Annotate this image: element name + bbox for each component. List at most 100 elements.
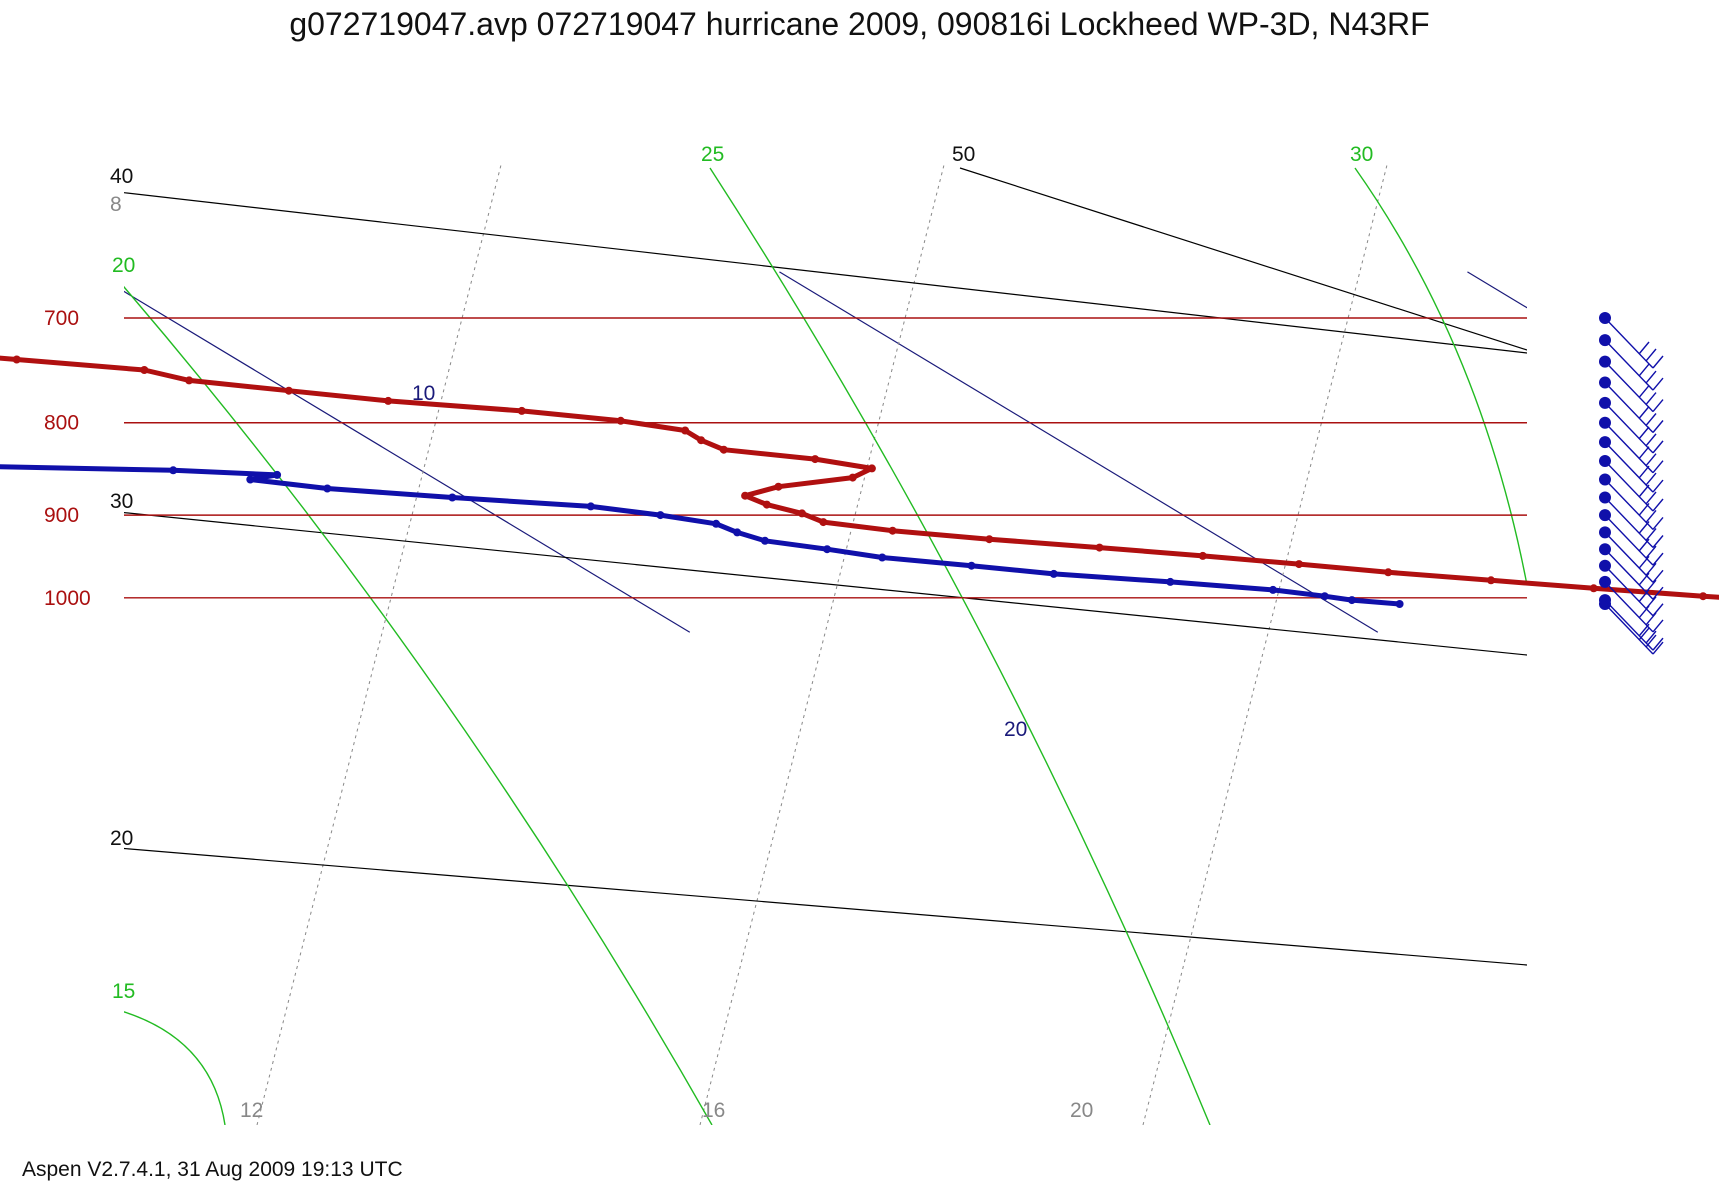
temperature-point: [848, 473, 857, 482]
wind-barb-flag: [1652, 479, 1664, 493]
grid-label: 20: [1070, 1099, 1093, 1122]
mixing-ratio-line: [256, 164, 502, 1125]
wind-barb-flag: [1652, 535, 1664, 548]
wind-barb-flag: [1638, 426, 1650, 440]
dry-adiabat-line: [959, 167, 1527, 351]
dry-adiabat-line: [124, 192, 1527, 354]
grid-label: 20: [110, 827, 133, 850]
wind-barb-staff: [1604, 514, 1654, 566]
dewpoint-point: [1269, 585, 1277, 594]
wind-barb-flag: [1652, 420, 1664, 433]
temperature-point: [819, 518, 828, 527]
wind-barb-flag: [1652, 552, 1664, 566]
wind-barb-staff: [1604, 603, 1654, 655]
grid-label: 20: [112, 254, 135, 277]
wind-barb-flag: [1652, 569, 1664, 583]
wind-barb-flag: [1652, 399, 1664, 413]
wind-barb-staff: [1604, 339, 1654, 391]
wind-barb-staff: [1604, 422, 1654, 474]
dewpoint-point: [1320, 592, 1329, 601]
chart-footer: Aspen V2.7.4.1, 31 Aug 2009 19:13 UTC: [22, 1158, 403, 1181]
mixing-ratio-line: [1586, 165, 1719, 1125]
isotherm-line: [779, 271, 1379, 633]
isotherm-line: [1467, 271, 1527, 309]
wind-barb-flag: [1638, 572, 1650, 586]
grid-lines: [0, 164, 1719, 1125]
mixing-ratio-line: [1142, 164, 1388, 1125]
temperature-point: [12, 355, 21, 364]
temperature-point: [681, 426, 690, 435]
temperature-point: [1095, 543, 1104, 552]
wind-barb-flag: [1645, 453, 1657, 467]
wind-barb-flag: [1645, 562, 1657, 576]
wind-barb-flag: [1638, 589, 1650, 603]
chart-title: g072719047.avp 072719047 hurricane 2009,…: [289, 6, 1430, 42]
temperature-point: [697, 436, 706, 445]
wind-barb-flag: [1638, 406, 1650, 419]
dewpoint-point: [273, 470, 282, 479]
wind-barb-flag: [1645, 491, 1657, 505]
wind-barb-flag: [1645, 630, 1657, 644]
mixing-ratio-line: [699, 164, 945, 1125]
wind-barb-flag: [1645, 579, 1657, 593]
wind-barb-flag: [1652, 498, 1664, 512]
pressure-label: 1000: [44, 587, 91, 610]
grid-label: 10: [412, 382, 435, 405]
moist-adiabat-line: [124, 1011, 226, 1125]
temperature-point: [1295, 560, 1303, 569]
temperature-point: [517, 406, 526, 415]
wind-barb-staff: [1604, 581, 1654, 633]
wind-barb-flag: [1652, 637, 1664, 651]
wind-barb-flag: [1652, 440, 1664, 454]
wind-barb-staff: [1604, 565, 1654, 617]
wind-barb-flag: [1638, 446, 1650, 460]
wind-barb-flag: [1652, 603, 1664, 617]
dewpoint-point: [246, 475, 255, 484]
dewpoint-point: [967, 561, 976, 570]
temperature-point: [1699, 592, 1708, 601]
temperature-point: [1589, 584, 1598, 593]
wind-barb-flag: [1638, 341, 1650, 355]
wind-barb-staff: [1604, 317, 1654, 369]
wind-barbs: [1599, 312, 1664, 655]
wind-barb-flag: [1645, 596, 1657, 610]
wind-barb-flag: [1652, 586, 1664, 600]
wind-barb-staff: [1604, 599, 1654, 651]
wind-barb-staff: [1604, 441, 1654, 493]
isotherm-line: [0, 272, 2, 632]
dewpoint-point: [448, 493, 457, 502]
wind-barb-flag: [1645, 370, 1657, 384]
wind-barb-flag: [1652, 619, 1664, 633]
temperature-point: [867, 464, 876, 473]
temperature-point: [888, 526, 897, 535]
dry-adiabat-line: [124, 512, 1527, 656]
wind-barb-flag: [1638, 385, 1650, 399]
wind-barb-flag: [1638, 555, 1650, 569]
dewpoint-point: [323, 484, 332, 493]
grid-label: 40: [110, 165, 133, 188]
wind-barb-flag: [1645, 510, 1657, 523]
dewpoint-point: [586, 502, 595, 511]
pressure-labels: 700 800 900 1000: [44, 307, 91, 610]
temperature-point: [762, 500, 771, 509]
wind-barb-flag: [1638, 363, 1650, 377]
grid-label: 8: [110, 193, 122, 216]
moist-adiabat-line: [124, 285, 713, 1125]
wind-barb-staff: [1604, 382, 1654, 433]
temperature-point: [741, 491, 750, 500]
wind-barb-staff: [1604, 478, 1654, 530]
dewpoint-point: [169, 466, 178, 475]
wind-barb-flag: [1652, 460, 1664, 474]
temperature-point: [185, 376, 194, 385]
wind-barb-flag: [1645, 545, 1657, 559]
wind-barb-flag: [1638, 465, 1650, 479]
dewpoint-point: [1166, 577, 1175, 586]
chart-grid: 40 30 20 50 20 25 30 15 10 20 8 12 16 20: [0, 143, 1719, 1125]
dewpoint-point: [1347, 596, 1356, 605]
wind-barb-flag: [1652, 517, 1664, 530]
temperature-point: [811, 455, 820, 464]
moist-adiabat-line: [1354, 167, 1527, 586]
dewpoint-line: [0, 464, 1400, 607]
grid-label: 30: [110, 490, 133, 513]
